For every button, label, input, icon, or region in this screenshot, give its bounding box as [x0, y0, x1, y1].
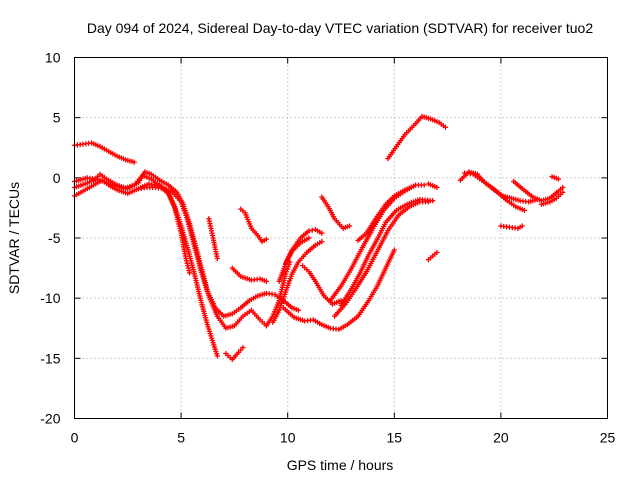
- data-point: [131, 159, 137, 165]
- x-tick-label: 15: [387, 430, 403, 446]
- data-series-arc-17: [332, 199, 432, 319]
- data-series-arc-27: [538, 189, 566, 207]
- data-point: [519, 223, 525, 229]
- data-point: [555, 176, 562, 182]
- data-point: [560, 184, 566, 191]
- x-tick-label: 5: [177, 430, 185, 446]
- data-point: [434, 249, 440, 256]
- y-tick-label: -10: [40, 290, 60, 306]
- data-point: [560, 189, 566, 195]
- data-point: [410, 183, 417, 189]
- data-series-arc-12: [282, 226, 325, 266]
- data-series-arc-24: [462, 170, 527, 213]
- data-point: [391, 247, 397, 253]
- axis-ticks: [74, 57, 608, 419]
- x-tick-label: 20: [493, 430, 509, 446]
- data-series-arc-7: [223, 344, 246, 363]
- x-tick-label: 0: [71, 430, 79, 446]
- data-point: [319, 239, 325, 245]
- x-axis-title: GPS time / hours: [287, 457, 394, 473]
- data-series-arc-19: [355, 183, 417, 244]
- data-series-arc-9: [238, 206, 269, 245]
- data-series-arc-14: [280, 247, 397, 333]
- data-point: [430, 198, 436, 204]
- y-tick-label: 5: [53, 110, 61, 126]
- data-point: [306, 235, 312, 241]
- data-point: [214, 353, 220, 359]
- x-tick-labels: 0 5 10 15 20 25: [71, 430, 616, 446]
- data-series-arc-20: [385, 113, 449, 162]
- data-point: [434, 184, 440, 191]
- data-series-arc-11: [276, 235, 312, 284]
- plot-frame: [74, 57, 608, 419]
- data-series-arc-21: [425, 181, 440, 191]
- data-point: [240, 344, 246, 351]
- data-series-arc-25: [498, 223, 525, 231]
- data-series-arc-13: [300, 263, 344, 307]
- data-point: [263, 278, 269, 284]
- data-series-arc-10: [270, 239, 325, 325]
- data-series-arc-28: [549, 174, 562, 182]
- y-axis-title: SDTVAR / TECUs: [6, 182, 22, 294]
- data-series-arc-6: [206, 216, 220, 262]
- data-point: [521, 207, 527, 213]
- grid-lines: [74, 57, 608, 419]
- data-series-arc-15: [319, 194, 353, 231]
- y-tick-label: -5: [48, 230, 61, 246]
- x-tick-label: 10: [280, 430, 296, 446]
- data-point: [214, 255, 220, 262]
- data-point: [442, 124, 449, 130]
- data-series-arc-22: [425, 249, 440, 263]
- data-series-arc-18: [338, 196, 436, 308]
- data-series-arc-8: [229, 265, 269, 284]
- y-tick-label: 10: [45, 50, 61, 66]
- y-tick-labels: -20 -15 -10 -5 0 5 10: [40, 50, 60, 427]
- data-series-arc-3: [71, 169, 293, 331]
- data-series-arc-1: [71, 140, 137, 165]
- data-point: [295, 307, 301, 313]
- data-point: [263, 236, 269, 242]
- data-point: [282, 271, 289, 277]
- x-tick-label: 25: [600, 430, 616, 446]
- chart-title: Day 094 of 2024, Sidereal Day-to-day VTE…: [87, 20, 594, 36]
- data-point: [319, 230, 325, 236]
- data-point: [283, 269, 290, 275]
- data-point: [187, 270, 193, 276]
- y-tick-label: -20: [40, 411, 60, 427]
- data-point: [421, 182, 427, 188]
- data-series-arc-26: [511, 178, 566, 204]
- data-point: [346, 223, 353, 229]
- data-series-arc-5: [135, 181, 193, 276]
- data-points: [71, 113, 566, 363]
- y-tick-label: 0: [53, 170, 61, 186]
- y-tick-label: -15: [40, 350, 60, 366]
